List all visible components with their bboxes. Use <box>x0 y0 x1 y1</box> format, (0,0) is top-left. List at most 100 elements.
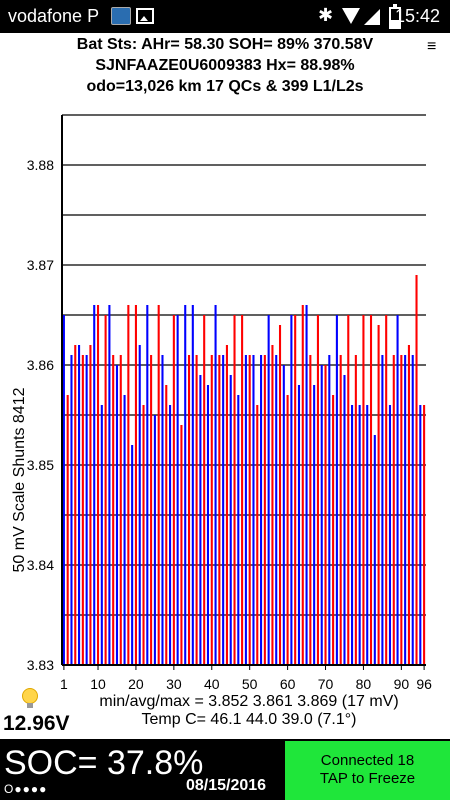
y-tick-label: 3.83 <box>27 657 54 673</box>
x-tick-label: 50 <box>242 676 258 692</box>
bar-cell-74 <box>339 355 342 665</box>
bar-cell-90 <box>400 355 403 665</box>
clock: 15:42 <box>394 6 440 26</box>
bar-cell-92 <box>407 345 410 665</box>
bar-cell-43 <box>222 355 225 665</box>
wifi-icon <box>342 8 360 24</box>
battery-status-line: Bat Sts: AHr= 58.30 SOH= 89% 370.58V <box>76 36 374 53</box>
bar-cell-68 <box>316 315 319 665</box>
tap-to-freeze-label: TAP to Freeze <box>319 770 416 787</box>
bar-cell-10 <box>96 305 100 665</box>
carrier-name: vodafone P <box>8 6 100 26</box>
image-notification-icon <box>136 8 154 24</box>
bar-cell-41 <box>214 305 217 665</box>
bar-cell-19 <box>131 445 134 665</box>
y-axis-ticks: 3.83 3.84 3.85 3.86 3.87 3.88 <box>27 157 54 673</box>
x-tick-label: 90 <box>394 676 410 692</box>
bar-cell-49 <box>244 355 247 665</box>
bar-cell-75 <box>343 375 346 665</box>
x-tick-label: 30 <box>166 676 182 692</box>
bar-cell-72 <box>332 395 335 665</box>
bar-cell-25 <box>153 415 156 665</box>
x-tick-label: 80 <box>356 676 372 692</box>
battery-status-header: Bat Sts: AHr= 58.30 SOH= 89% 370.58V SJN… <box>0 34 450 97</box>
bar-cell-5 <box>78 345 81 665</box>
bar-cell-96 <box>423 405 426 665</box>
connection-status-line: Connected 18 <box>320 752 415 769</box>
bar-cell-44 <box>225 345 228 665</box>
bar-cell-51 <box>252 355 255 665</box>
bar-cell-69 <box>320 365 323 665</box>
bar-cell-71 <box>328 355 331 665</box>
bar-cell-62 <box>294 315 297 665</box>
bar-cell-17 <box>123 395 126 665</box>
bar-cell-79 <box>358 405 361 665</box>
bar-cell-56 <box>271 345 274 665</box>
bar-cell-52 <box>256 405 259 665</box>
y-tick-label: 3.86 <box>27 357 54 373</box>
vin-line: SJNFAAZE0U6009383 Hx= 88.98% <box>95 57 355 74</box>
bar-cell-93 <box>411 355 414 665</box>
bar-cell-60 <box>286 395 289 665</box>
cell-voltage-chart[interactable]: 3.83 3.84 3.85 3.86 3.87 3.88 1 10 20 30 40 50 60 70… <box>0 95 450 693</box>
bar-cell-35 <box>191 305 194 665</box>
bar-cell-37 <box>199 375 202 665</box>
x-tick-label: 10 <box>90 676 106 692</box>
connection-status-button[interactable]: Connected 18 TAP to Freeze <box>285 741 450 800</box>
bar-cell-42 <box>218 355 221 665</box>
bar-cell-24 <box>150 355 153 665</box>
x-tick-label: 96 <box>416 676 432 692</box>
bar-cell-84 <box>377 325 380 665</box>
bar-cell-8 <box>89 345 92 665</box>
bar-cell-31 <box>176 315 179 665</box>
status-bar: vodafone P ✱ 15:42 <box>0 0 450 33</box>
bar-cell-94 <box>415 275 418 665</box>
bar-cell-53 <box>260 355 263 665</box>
bar-cell-33 <box>184 305 187 665</box>
bar-cell-95 <box>419 405 422 665</box>
bar-cell-85 <box>381 355 384 665</box>
bar-cell-80 <box>362 315 365 665</box>
bar-cell-32 <box>180 425 183 665</box>
bar-cell-20 <box>134 305 137 665</box>
bar-cell-26 <box>157 305 160 665</box>
chart-axes <box>61 115 426 666</box>
bar-cell-39 <box>206 385 210 665</box>
bar-cell-12 <box>104 315 107 665</box>
y-tick-label: 3.85 <box>27 457 54 473</box>
x-tick-label: 60 <box>280 676 296 692</box>
bar-cell-1 <box>62 315 65 665</box>
bar-cell-55 <box>267 315 270 665</box>
x-tick-label: 40 <box>204 676 220 692</box>
bar-cell-89 <box>396 315 399 665</box>
menu-icon[interactable]: ≡ <box>427 38 437 55</box>
bar-cell-36 <box>195 355 198 665</box>
bar-cell-81 <box>366 405 369 665</box>
bar-cell-83 <box>373 435 376 665</box>
bar-cell-30 <box>172 315 175 665</box>
accessory-voltage: 12.96V <box>3 712 70 735</box>
y-tick-label: 3.84 <box>27 557 54 573</box>
lightbulb-icon[interactable] <box>22 688 38 708</box>
bar-cell-59 <box>282 365 285 665</box>
chart-grid <box>62 114 426 666</box>
y-tick-label: 3.88 <box>27 157 54 173</box>
x-tick-label: 20 <box>128 676 144 692</box>
bar-cell-7 <box>85 355 88 665</box>
bar-cell-65 <box>305 305 308 665</box>
bar-cell-67 <box>313 385 316 665</box>
bar-cell-14 <box>112 355 115 665</box>
bar-cell-91 <box>404 355 407 665</box>
bar-cell-15 <box>115 365 119 665</box>
bar-cell-2 <box>66 395 69 665</box>
bar-cell-45 <box>229 375 232 665</box>
battery-icon <box>389 4 401 29</box>
bar-cell-87 <box>388 405 392 665</box>
connection-dots: O●●●● <box>4 782 48 796</box>
bar-cell-70 <box>324 365 327 665</box>
bar-cell-22 <box>142 405 145 665</box>
x-tick-label: 70 <box>318 676 334 692</box>
bar-cell-73 <box>335 315 338 665</box>
bar-cell-38 <box>203 315 206 665</box>
x-axis-ticks: 1 10 20 30 40 50 60 70 80 90 96 <box>60 665 432 692</box>
